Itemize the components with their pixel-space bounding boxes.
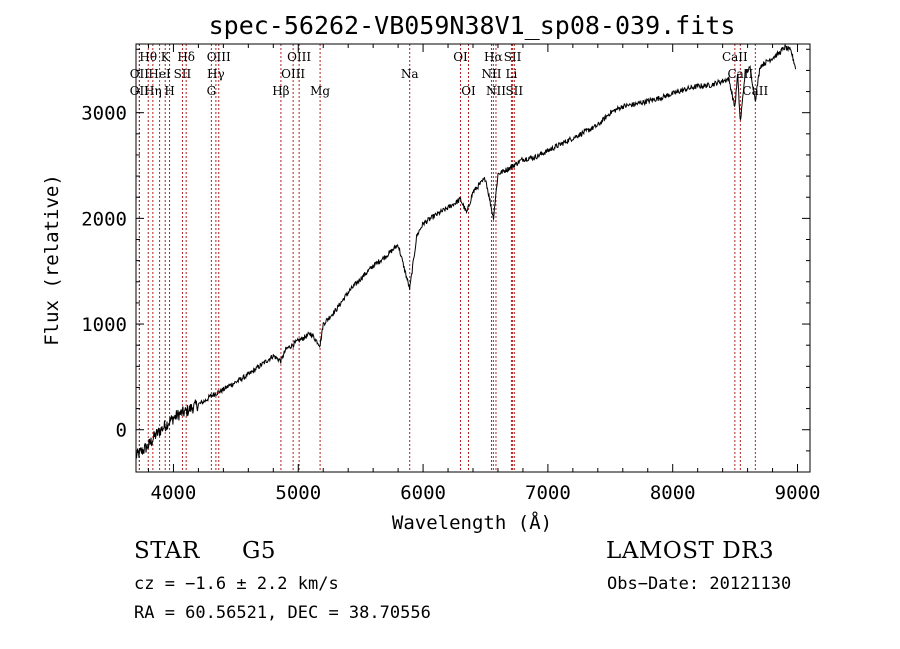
coordinates: RA = 60.56521, DEC = 38.70556 [134, 603, 431, 623]
line-label-17: OI [453, 50, 468, 64]
line-label-12: Hβ [272, 84, 289, 98]
y-tick-label-2: 2000 [81, 208, 127, 230]
object-subclass: G5 [242, 538, 277, 564]
x-tick-label-0: 4000 [151, 482, 197, 504]
line-label-20: NII [481, 67, 501, 81]
line-label-18: OI [461, 84, 476, 98]
line-label-4: HeI [148, 67, 171, 81]
line-label-21: NII [486, 84, 506, 98]
line-label-10: Hγ [207, 67, 225, 81]
x-tick-label-2: 6000 [400, 482, 446, 504]
redshift-cz: cz = −1.6 ± 2.2 km/s [134, 574, 339, 594]
line-label-8: Hδ [177, 50, 195, 64]
spectral-line-markers [138, 44, 756, 472]
line-label-0: Hθ [139, 50, 157, 64]
line-label-26: CaII [727, 67, 753, 81]
x-axis-label: Wavelength (Å) [392, 511, 552, 534]
spectrum-trace [135, 43, 797, 459]
line-label-16: Na [401, 67, 419, 81]
line-label-13: OIII [287, 50, 311, 64]
line-label-27: CaII [742, 84, 768, 98]
line-label-11: G [207, 84, 217, 98]
x-tick-label-5: 9000 [775, 482, 821, 504]
y-tick-label-1: 1000 [81, 314, 127, 336]
y-tick-label-3: 3000 [81, 103, 127, 125]
line-label-6: H [164, 84, 174, 98]
x-tick-label-1: 5000 [275, 482, 321, 504]
y-tick-label-0: 0 [116, 420, 127, 442]
line-label-14: OIII [281, 67, 305, 81]
line-label-22: SII [504, 50, 522, 64]
x-axis: 4000 5000 6000 7000 8000 9000 [147, 44, 821, 504]
line-label-25: CaII [722, 50, 748, 64]
chart-title: spec-56262-VB059N38V1_sp08-039.fits [209, 11, 736, 40]
plot-frame [135, 43, 811, 473]
line-label-19: Hα [484, 50, 503, 64]
survey-name: LAMOST DR3 [606, 538, 775, 564]
line-label-2: OII [130, 84, 150, 98]
line-label-15: Mg [310, 84, 330, 98]
line-label-9: OIII [207, 50, 231, 64]
line-label-5: K [161, 50, 171, 64]
line-label-1: OII [130, 67, 150, 81]
line-label-23: Li [506, 67, 518, 81]
y-axis: 0 1000 2000 3000 [81, 48, 810, 452]
y-axis-label: Flux (relative) [41, 174, 63, 346]
object-class: STAR [134, 538, 200, 564]
x-tick-label-4: 8000 [650, 482, 696, 504]
line-label-24: SII [505, 84, 523, 98]
line-label-7: SII [174, 67, 192, 81]
observation-date: Obs−Date: 20121130 [607, 574, 792, 594]
x-tick-label-3: 7000 [525, 482, 571, 504]
line-label-3: Hη [144, 84, 162, 98]
